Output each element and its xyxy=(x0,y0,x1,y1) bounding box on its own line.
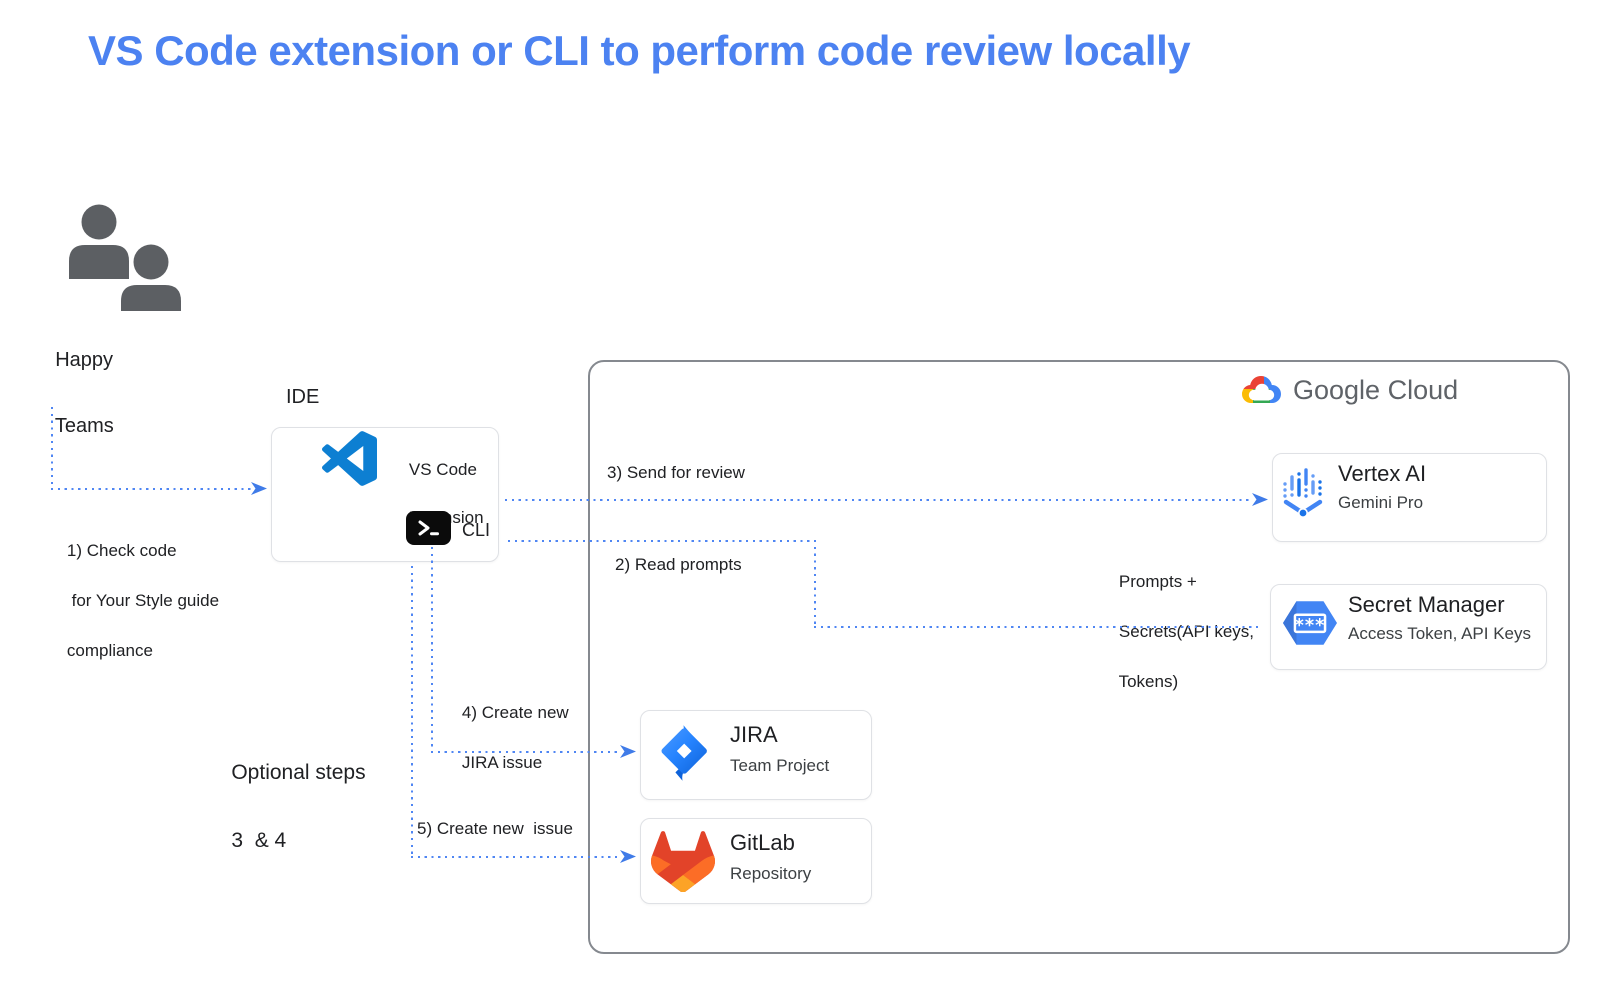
gitlab-title: GitLab xyxy=(730,830,795,855)
dotted-line-step5-vertical xyxy=(411,566,414,858)
vertex-ai-subtitle: Gemini Pro xyxy=(1338,493,1424,512)
google-cloud-icon xyxy=(1242,376,1281,403)
prompts-secrets-label: Prompts + Secrets(API keys, Tokens) xyxy=(1118,572,1255,691)
step2-label: 2) Read prompts xyxy=(615,555,742,574)
happy-teams-icon xyxy=(69,204,181,311)
google-cloud-logo-text: Google Cloud xyxy=(1293,375,1459,405)
jira-subtitle: Team Project xyxy=(730,756,830,775)
step1-label: 1) Check code for Your Style guide compl… xyxy=(66,541,220,660)
jira-icon xyxy=(661,725,707,781)
vertex-ai-card xyxy=(1272,453,1547,542)
arrowhead-icon xyxy=(1252,493,1268,506)
cli-terminal-icon xyxy=(406,511,451,545)
secret-manager-icon: *** xyxy=(1283,601,1337,645)
secret-manager-title: Secret Manager xyxy=(1348,592,1505,617)
dotted-line-step2-b xyxy=(814,540,817,628)
dotted-line-step4-horizontal xyxy=(431,751,621,754)
step4-label: 4) Create new JIRA issue xyxy=(461,703,569,772)
google-cloud-box xyxy=(588,360,1570,954)
arrowhead-icon xyxy=(251,482,267,495)
dotted-line-step2-a xyxy=(508,540,816,543)
vscode-icon xyxy=(322,431,377,486)
step3-label: 3) Send for review xyxy=(607,463,745,482)
happy-teams-label: Happy Teams xyxy=(54,349,114,437)
dotted-line-step3 xyxy=(505,499,1252,502)
page-title: VS Code extension or CLI to perform code… xyxy=(88,27,1191,74)
arrowhead-icon xyxy=(620,745,636,758)
dotted-line-step1-horizontal xyxy=(51,488,252,491)
svg-text:***: *** xyxy=(1295,616,1326,636)
ide-label: IDE xyxy=(286,386,320,408)
secret-manager-subtitle: Access Token, API Keys xyxy=(1348,624,1531,643)
optional-steps-label: Optional steps 3 & 4 xyxy=(231,761,366,852)
dotted-line-step5-horizontal xyxy=(411,856,621,859)
gitlab-icon xyxy=(651,831,715,892)
jira-title: JIRA xyxy=(730,722,778,747)
gitlab-subtitle: Repository xyxy=(730,864,812,883)
step5-label: 5) Create new issue xyxy=(417,819,573,838)
vertex-ai-icon xyxy=(1283,468,1323,518)
cli-label: CLI xyxy=(462,520,491,540)
vertex-ai-title: Vertex AI xyxy=(1338,461,1427,486)
arrowhead-icon xyxy=(620,850,636,863)
ide-box xyxy=(271,427,499,562)
dotted-line-step2-c xyxy=(814,626,1262,629)
dotted-line-step4-vertical xyxy=(431,547,434,753)
dotted-line-step1-vertical xyxy=(51,407,54,490)
